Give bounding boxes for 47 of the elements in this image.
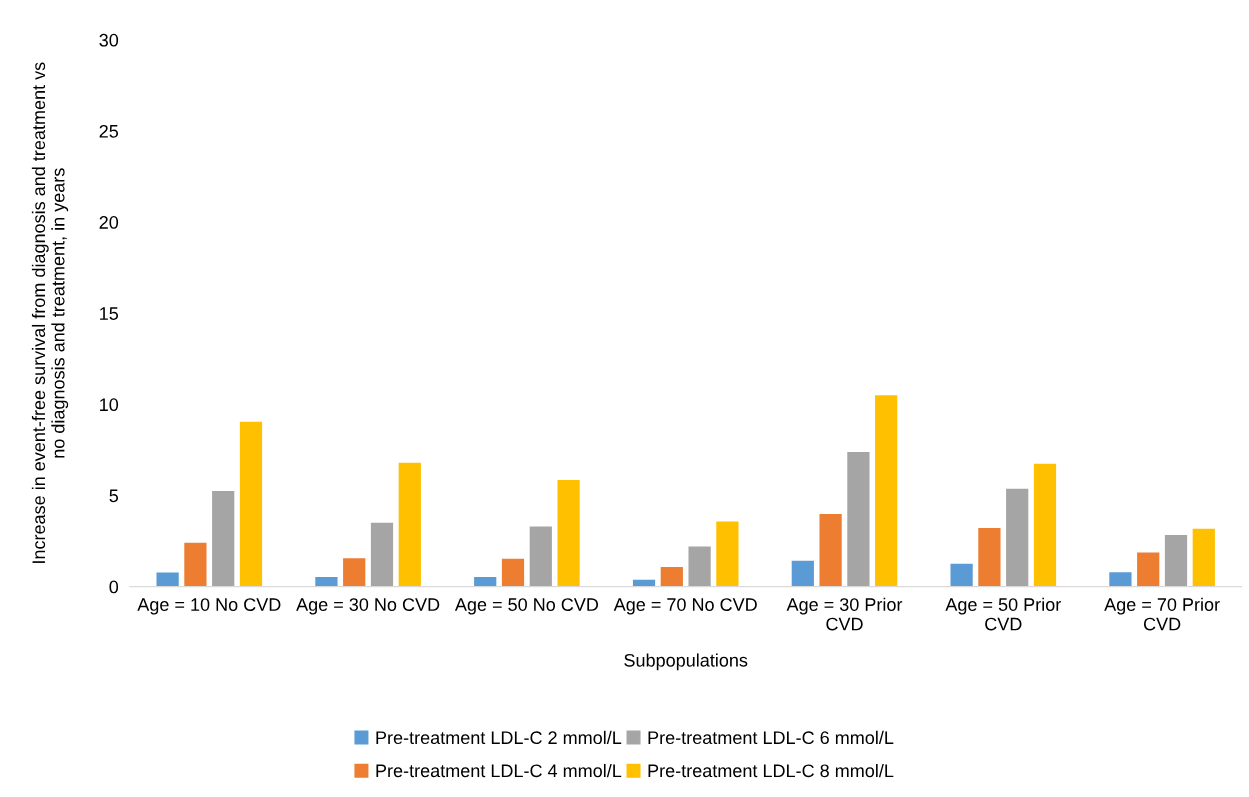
bar bbox=[1109, 572, 1132, 587]
bar bbox=[847, 451, 870, 587]
legend-label: Pre-treatment LDL-C 4 mmol/L bbox=[376, 763, 622, 778]
bar bbox=[343, 558, 366, 587]
bar bbox=[688, 546, 711, 587]
bar bbox=[1192, 528, 1215, 587]
bar bbox=[156, 572, 179, 587]
bar bbox=[819, 514, 842, 587]
y-tick-label: 15 bbox=[100, 307, 119, 320]
bar bbox=[557, 479, 580, 587]
legend-label: Pre-treatment LDL-C 8 mmol/L bbox=[648, 763, 894, 778]
x-tick-label: Age = 50 No CVD bbox=[454, 598, 599, 615]
bar bbox=[875, 395, 898, 587]
y-tick-label: 30 bbox=[99, 33, 119, 47]
y-axis-title: Increase in event-free survival from diagnosis and treatment vs no diagnosis and treatment, in years bbox=[31, 62, 69, 563]
bar bbox=[950, 563, 973, 587]
bar bbox=[716, 521, 739, 587]
bar bbox=[1033, 463, 1057, 587]
bar bbox=[474, 576, 497, 587]
bar bbox=[501, 558, 525, 587]
x-tick-label: Age = 50 Prior CVD bbox=[945, 597, 1061, 631]
y-tick-label: 5 bbox=[109, 489, 119, 503]
y-tick-label: 25 bbox=[99, 124, 119, 138]
y-tick-label: 0 bbox=[109, 580, 119, 594]
bar bbox=[398, 462, 421, 587]
bar bbox=[529, 526, 552, 587]
bar bbox=[1137, 552, 1160, 587]
bar bbox=[1164, 535, 1188, 587]
bar bbox=[239, 421, 263, 587]
x-axis-title: Subpopulations bbox=[624, 653, 748, 671]
x-tick-label: Age = 30 Prior CVD bbox=[786, 597, 903, 631]
legend-label: Pre-treatment LDL-C 6 mmol/L bbox=[648, 730, 894, 745]
y-tick-label: 20 bbox=[99, 216, 119, 229]
bar bbox=[791, 560, 814, 587]
x-tick-label: Age = 10 No CVD bbox=[137, 598, 281, 615]
bar bbox=[1006, 488, 1029, 587]
bar bbox=[315, 576, 338, 587]
bar bbox=[660, 566, 683, 587]
x-tick-label: Age = 70 Prior CVD bbox=[1104, 597, 1220, 631]
bar bbox=[370, 522, 394, 587]
bar bbox=[184, 542, 207, 587]
x-tick-label: Age = 30 No CVD bbox=[296, 598, 440, 615]
x-tick-label: Age = 70 No CVD bbox=[613, 598, 757, 615]
legend-label: Pre-treatment LDL-C 2 mmol/L bbox=[376, 730, 622, 745]
y-tick-label: 10 bbox=[100, 398, 119, 412]
bar bbox=[978, 528, 1001, 587]
bar bbox=[212, 490, 235, 587]
